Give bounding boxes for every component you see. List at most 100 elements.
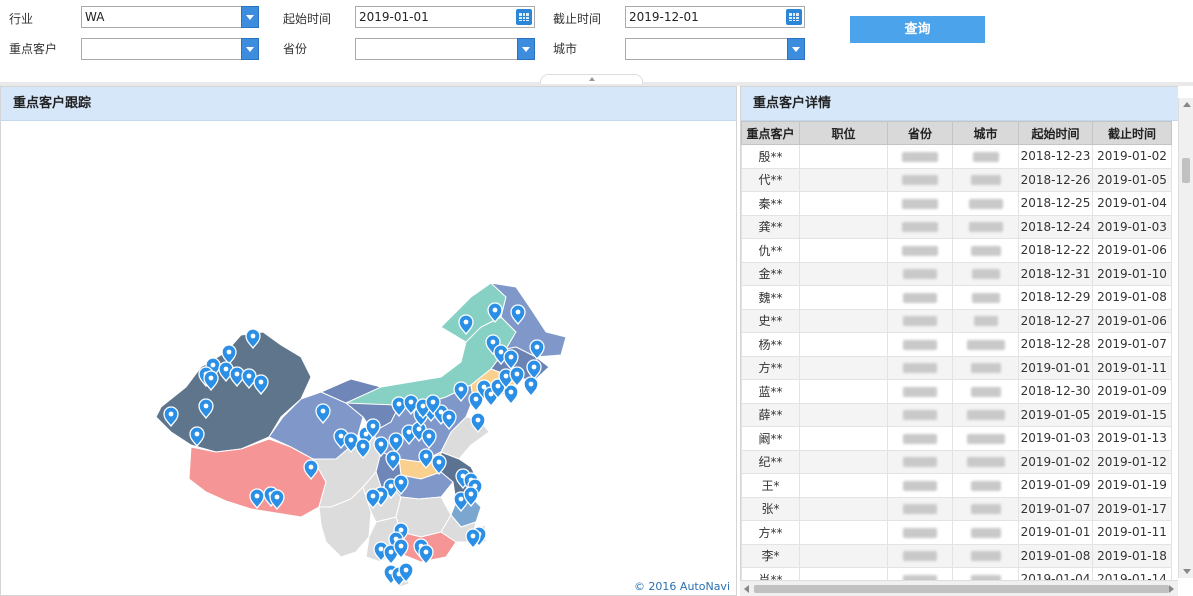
location-pin-icon[interactable] bbox=[510, 304, 526, 326]
location-pin-icon[interactable] bbox=[373, 436, 389, 458]
scroll-thumb[interactable] bbox=[1182, 158, 1190, 183]
location-pin-icon[interactable] bbox=[398, 562, 414, 584]
end-time-input[interactable]: 2019-12-01 bbox=[625, 6, 805, 28]
location-pin-icon[interactable] bbox=[198, 398, 214, 420]
column-header[interactable]: 起始时间 bbox=[1018, 121, 1093, 145]
industry-select[interactable]: WA bbox=[81, 6, 259, 28]
location-pin-icon[interactable] bbox=[523, 376, 539, 398]
table-row[interactable]: 王* 2019-01-09 2019-01-19 bbox=[741, 473, 1172, 498]
province-select[interactable] bbox=[355, 38, 535, 60]
chevron-down-icon[interactable] bbox=[787, 38, 805, 60]
chevron-down-icon[interactable] bbox=[241, 38, 259, 60]
chevron-down-icon[interactable] bbox=[517, 38, 535, 60]
scroll-left-icon[interactable] bbox=[744, 585, 749, 593]
key-customer-select[interactable] bbox=[81, 38, 259, 60]
scroll-down-icon[interactable] bbox=[1183, 569, 1191, 574]
column-header[interactable]: 截止时间 bbox=[1092, 121, 1172, 145]
table-row[interactable]: 秦** 2018-12-25 2019-01-04 bbox=[741, 191, 1172, 216]
location-pin-icon[interactable] bbox=[463, 486, 479, 508]
location-pin-icon[interactable] bbox=[229, 366, 245, 388]
location-pin-icon[interactable] bbox=[393, 538, 409, 560]
location-pin-icon[interactable] bbox=[421, 428, 437, 450]
location-pin-icon[interactable] bbox=[249, 488, 265, 510]
table-row[interactable]: 方** 2019-01-01 2019-01-11 bbox=[741, 355, 1172, 380]
detail-panel-title: 重点客户详情 bbox=[741, 87, 1178, 121]
detail-panel: 重点客户详情 重点客户 职位 省份 城市 起始时间 截止时间 殷** 2018-12-23 2… bbox=[740, 86, 1178, 596]
location-pin-icon[interactable] bbox=[453, 381, 469, 403]
calendar-icon[interactable] bbox=[516, 9, 532, 25]
location-pin-icon[interactable] bbox=[365, 418, 381, 440]
location-pin-icon[interactable] bbox=[393, 474, 409, 496]
end-date-cell: 2019-01-06 bbox=[1092, 308, 1172, 333]
scroll-up-icon[interactable] bbox=[1183, 102, 1191, 107]
table-row[interactable]: 殷** 2018-12-23 2019-01-02 bbox=[741, 144, 1172, 169]
location-pin-icon[interactable] bbox=[465, 528, 481, 550]
location-pin-icon[interactable] bbox=[487, 302, 503, 324]
location-pin-icon[interactable] bbox=[529, 339, 545, 361]
scroll-thumb[interactable] bbox=[754, 585, 1169, 593]
location-pin-icon[interactable] bbox=[245, 328, 261, 350]
table-row[interactable]: 魏** 2018-12-29 2019-01-08 bbox=[741, 285, 1172, 310]
table-row[interactable]: 张* 2019-01-07 2019-01-17 bbox=[741, 496, 1172, 521]
table-row[interactable]: 仇** 2018-12-22 2019-01-06 bbox=[741, 238, 1172, 263]
city-cell bbox=[952, 191, 1019, 216]
location-pin-icon[interactable] bbox=[303, 459, 319, 481]
column-header[interactable]: 省份 bbox=[887, 121, 953, 145]
location-pin-icon[interactable] bbox=[269, 489, 285, 511]
table-row[interactable]: 代** 2018-12-26 2019-01-05 bbox=[741, 167, 1172, 192]
chevron-down-icon[interactable] bbox=[241, 6, 259, 28]
location-pin-icon[interactable] bbox=[470, 412, 486, 434]
map-panel-title: 重点客户跟踪 bbox=[1, 87, 736, 121]
location-pin-icon[interactable] bbox=[315, 403, 331, 425]
city-select[interactable] bbox=[625, 38, 805, 60]
location-pin-icon[interactable] bbox=[468, 391, 484, 413]
query-button[interactable]: 查询 bbox=[850, 16, 985, 43]
location-pin-icon[interactable] bbox=[391, 396, 407, 418]
table-row[interactable]: 金** 2018-12-31 2019-01-10 bbox=[741, 261, 1172, 286]
column-header[interactable]: 重点客户 bbox=[741, 121, 800, 145]
location-pin-icon[interactable] bbox=[253, 374, 269, 396]
location-pin-icon[interactable] bbox=[509, 366, 525, 388]
start-time-value: 2019-01-01 bbox=[359, 10, 429, 24]
location-pin-icon[interactable] bbox=[441, 409, 457, 431]
location-pin-icon[interactable] bbox=[365, 488, 381, 510]
column-header[interactable]: 城市 bbox=[952, 121, 1019, 145]
location-pin-icon[interactable] bbox=[418, 544, 434, 566]
table-row[interactable]: 杨** 2018-12-28 2019-01-07 bbox=[741, 332, 1172, 357]
scroll-right-icon[interactable] bbox=[1169, 585, 1174, 593]
end-date-cell: 2019-01-07 bbox=[1092, 332, 1172, 357]
table-row[interactable]: 纪** 2019-01-02 2019-01-12 bbox=[741, 449, 1172, 474]
location-pin-icon[interactable] bbox=[221, 344, 237, 366]
location-pin-icon[interactable] bbox=[163, 406, 179, 428]
location-pin-icon[interactable] bbox=[383, 544, 399, 566]
location-pin-icon[interactable] bbox=[458, 314, 474, 336]
location-pin-icon[interactable] bbox=[490, 378, 506, 400]
table-row[interactable]: 薛** 2019-01-05 2019-01-15 bbox=[741, 402, 1172, 427]
horizontal-scrollbar[interactable] bbox=[740, 580, 1178, 596]
table-row[interactable]: 蓝** 2018-12-30 2019-01-09 bbox=[741, 379, 1172, 404]
calendar-icon[interactable] bbox=[786, 9, 802, 25]
start-time-input[interactable]: 2019-01-01 bbox=[355, 6, 535, 28]
table-row[interactable]: 史** 2018-12-27 2019-01-06 bbox=[741, 308, 1172, 333]
location-pin-icon[interactable] bbox=[385, 450, 401, 472]
table-row[interactable]: 李* 2019-01-08 2019-01-18 bbox=[741, 543, 1172, 568]
location-pin-icon[interactable] bbox=[388, 432, 404, 454]
location-pin-icon[interactable] bbox=[526, 359, 542, 381]
table-row[interactable]: 阚** 2019-01-03 2019-01-13 bbox=[741, 426, 1172, 451]
location-pin-icon[interactable] bbox=[503, 349, 519, 371]
vertical-scrollbar[interactable] bbox=[1178, 98, 1193, 578]
redacted-text bbox=[970, 504, 1001, 515]
location-pin-icon[interactable] bbox=[418, 448, 434, 470]
location-pin-icon[interactable] bbox=[189, 426, 205, 448]
location-pin-icon[interactable] bbox=[431, 454, 447, 476]
location-pin-icon[interactable] bbox=[355, 438, 371, 460]
location-pin-icon[interactable] bbox=[503, 384, 519, 406]
column-header[interactable]: 职位 bbox=[799, 121, 888, 145]
location-pin-icon[interactable] bbox=[203, 370, 219, 392]
province-cell bbox=[887, 543, 953, 568]
table-row[interactable]: 方** 2019-01-01 2019-01-11 bbox=[741, 520, 1172, 545]
china-map[interactable] bbox=[1, 122, 736, 595]
location-pin-icon[interactable] bbox=[425, 394, 441, 416]
collapse-filters-toggle[interactable] bbox=[540, 74, 643, 84]
table-row[interactable]: 龚** 2018-12-24 2019-01-03 bbox=[741, 214, 1172, 239]
